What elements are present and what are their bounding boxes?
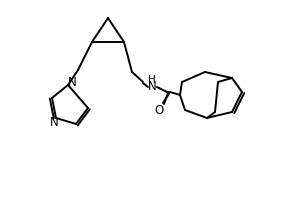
- Text: N: N: [148, 80, 156, 94]
- Text: O: O: [154, 104, 164, 116]
- Text: H: H: [148, 75, 156, 85]
- Text: N: N: [68, 76, 76, 90]
- Text: N: N: [50, 116, 58, 130]
